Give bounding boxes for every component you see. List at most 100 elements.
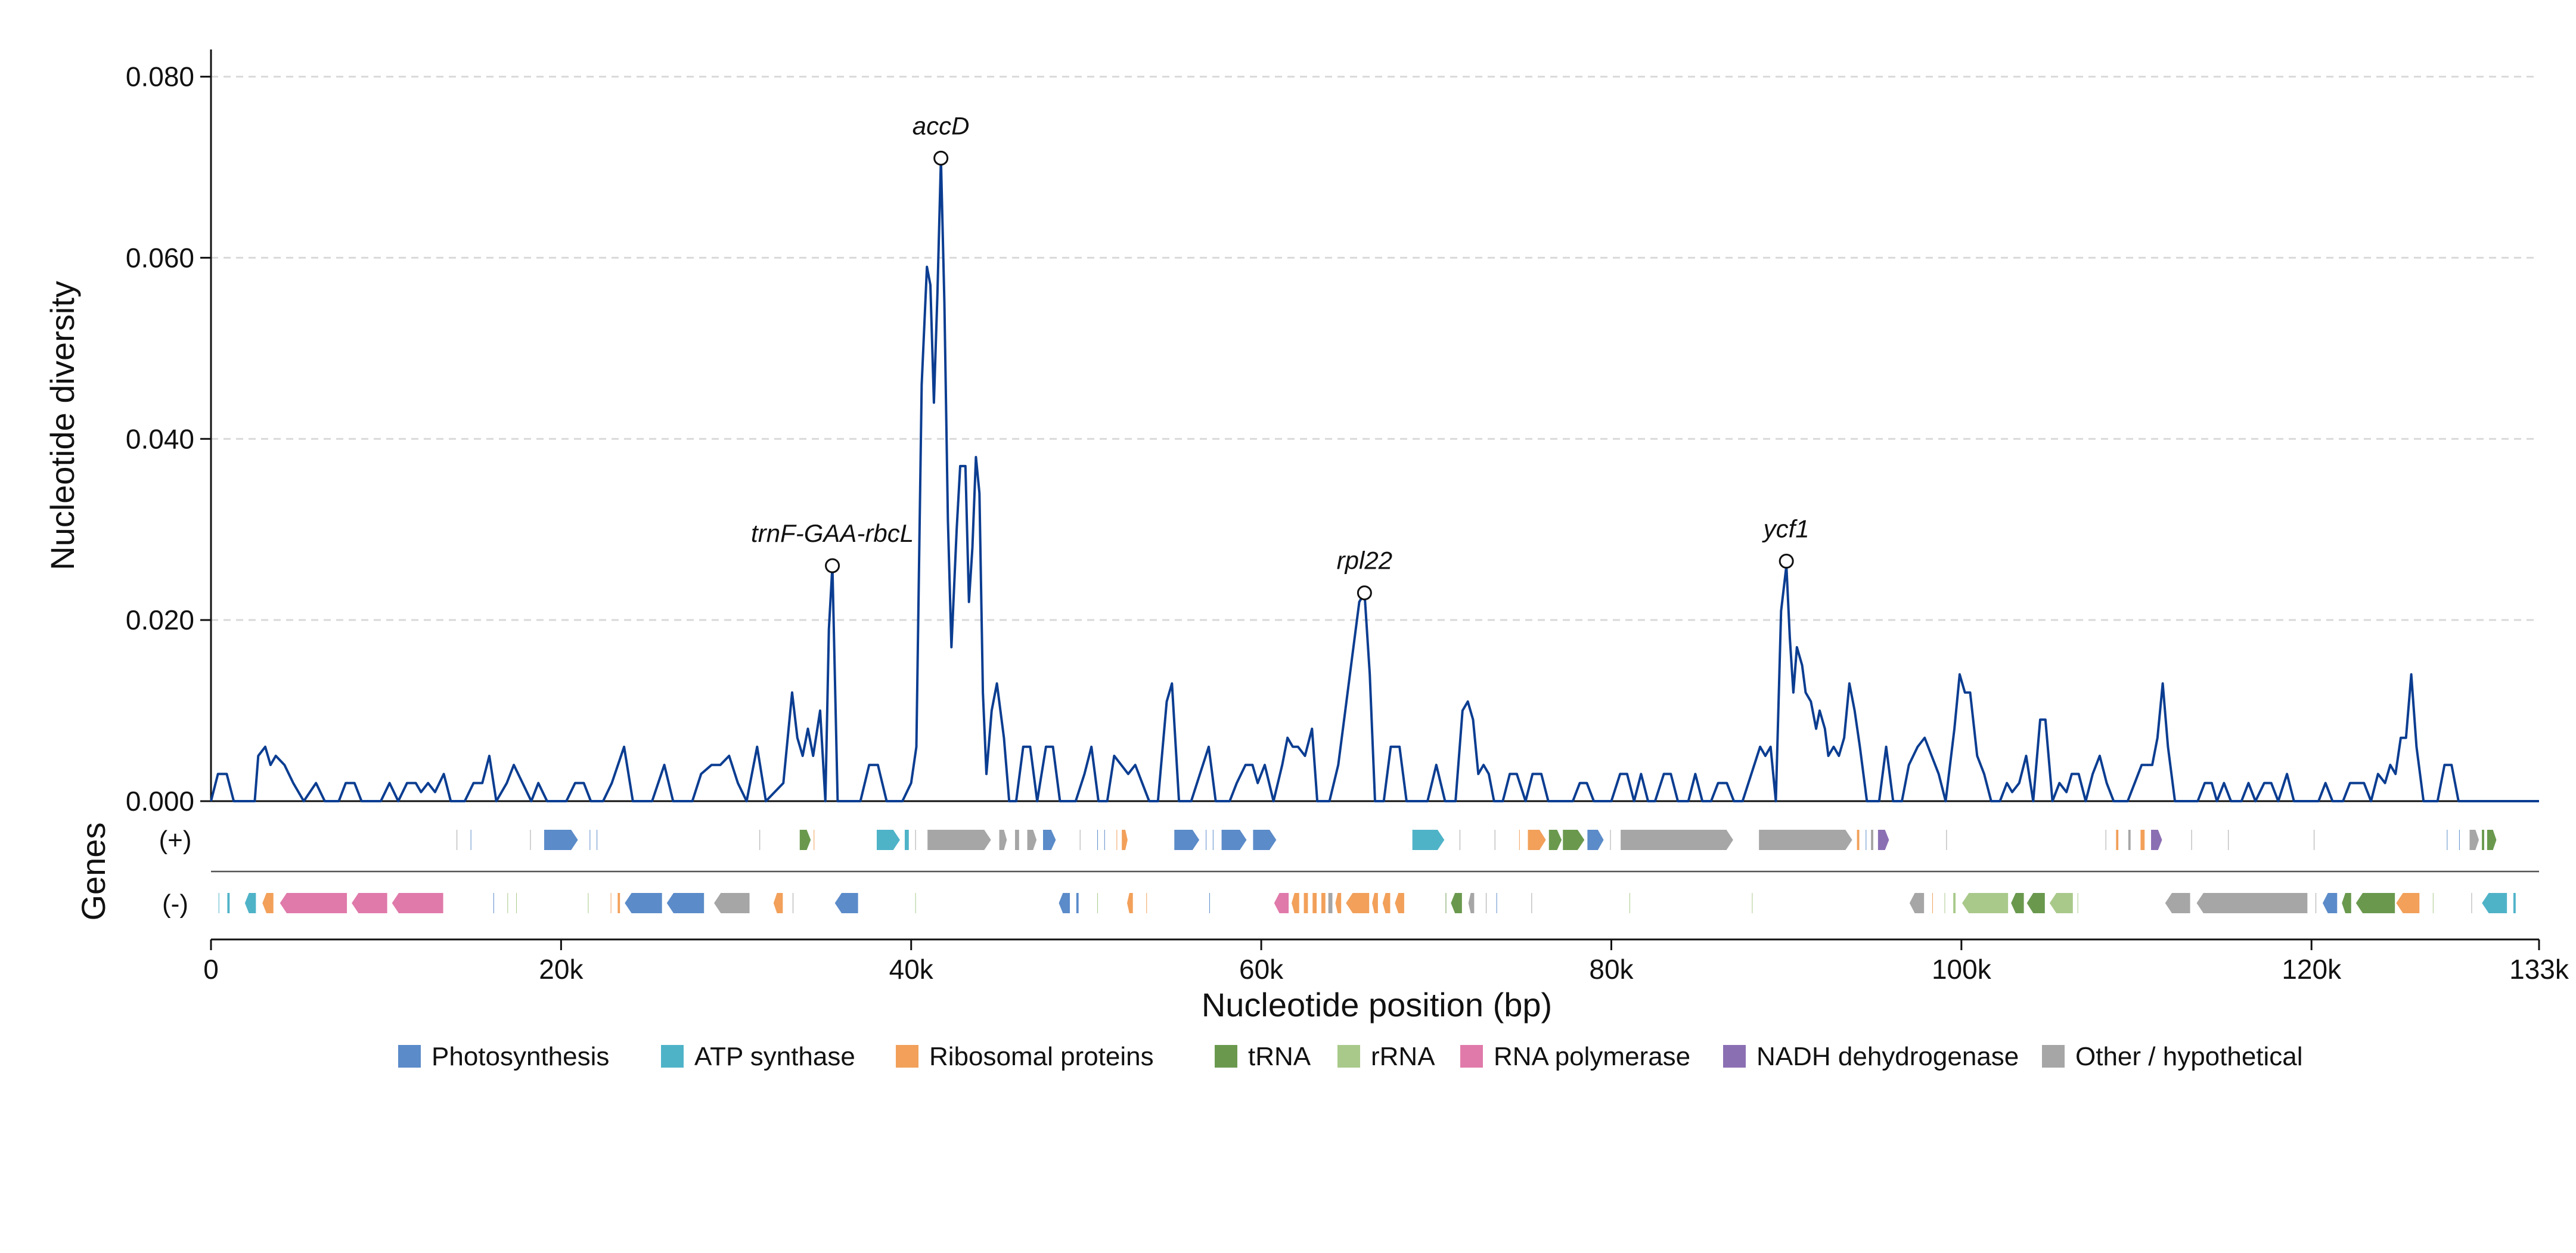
peak-label: rpl22: [1337, 547, 1392, 575]
gene-other: [998, 829, 1008, 851]
gene-ribosomal: [1371, 892, 1379, 914]
gene-rrna: [1943, 892, 1947, 914]
x-tick-label: 60k: [1239, 954, 1284, 985]
gene-other: [712, 892, 751, 914]
legend-swatch-other: [2042, 1045, 2065, 1068]
y-tick-label: 0.040: [126, 423, 194, 454]
y-tick-label: 0.060: [126, 242, 194, 273]
gene-rnapol: [278, 892, 349, 914]
gene-other: [1485, 892, 1488, 914]
gene-rrna: [2431, 892, 2435, 914]
gridlines: [211, 76, 2539, 621]
gene-atp: [1411, 829, 1446, 851]
legend-swatch-trna: [1215, 1045, 1237, 1068]
gene-atp: [243, 892, 257, 914]
gene-photosynthesis: [665, 892, 706, 914]
x-tick-label: 20k: [539, 954, 584, 985]
gene-other: [926, 829, 993, 851]
gene-photosynthesis: [833, 892, 859, 914]
gene-rrna: [1751, 892, 1754, 914]
y-tick-label: 0.080: [126, 61, 194, 92]
diversity-plot-area: [210, 157, 2539, 802]
gene-photosynthesis: [1208, 892, 1211, 914]
gene-photosynthesis: [595, 829, 599, 851]
gene-ribosomal: [2394, 892, 2421, 914]
gene-trna: [2485, 829, 2498, 851]
gene-rrna: [1952, 892, 1957, 914]
gene-other: [792, 892, 795, 914]
peak-marker: [1357, 585, 1372, 601]
gene-other: [1609, 829, 1612, 851]
gene-atp: [903, 829, 910, 851]
gene-atp: [2512, 892, 2517, 914]
gene-photosynthesis: [1211, 829, 1215, 851]
gene-trna: [1562, 829, 1586, 851]
gene-photosynthesis: [1173, 829, 1201, 851]
peak-label: trnF-GAA-rbcL: [751, 519, 914, 547]
gene-photosynthesis: [469, 829, 473, 851]
legend-label-rnapol: RNA polymerase: [1494, 1042, 1690, 1071]
gene-photosynthesis: [543, 829, 579, 851]
gene-other: [758, 829, 762, 851]
gene-photosynthesis: [1220, 829, 1248, 851]
legend-swatch-ndh: [1723, 1045, 1746, 1068]
diversity-line: [210, 157, 2539, 802]
gene-trna: [1547, 829, 1563, 851]
gene-rnapol: [350, 892, 389, 914]
gene-other: [2468, 829, 2481, 851]
x-tick-label: 40k: [889, 954, 934, 985]
gene-other: [1026, 829, 1038, 851]
gene-trna: [1444, 892, 1448, 914]
gene-ribosomal: [616, 892, 622, 914]
gene-rrna: [1096, 892, 1100, 914]
peak-marker: [933, 150, 949, 166]
legend-label-other: Other / hypothetical: [2075, 1042, 2303, 1071]
legend-label-photosynthesis: Photosynthesis: [432, 1042, 609, 1071]
gene-other: [1619, 829, 1735, 851]
plus-strand-label: (+): [159, 826, 192, 855]
gene-ribosomal: [1931, 892, 1934, 914]
gene-photosynthesis: [1205, 829, 1208, 851]
gene-other: [1870, 829, 1874, 851]
legend-swatch-rnapol: [1460, 1045, 1483, 1068]
legend-swatch-ribosomal: [896, 1045, 918, 1068]
peak-marker: [1779, 553, 1794, 569]
gene-other: [1945, 829, 1948, 851]
gene-track: [211, 829, 2539, 914]
gene-ribosomal: [1125, 892, 1134, 914]
gene-rrna: [2076, 892, 2080, 914]
gene-other: [1467, 892, 1476, 914]
peak-label: accD: [913, 111, 970, 139]
gene-other: [455, 829, 459, 851]
gene-ribosomal: [1302, 892, 1309, 914]
gene-atp: [226, 892, 231, 914]
x-tick-label: 120k: [2282, 954, 2342, 985]
gene-ribosomal: [1290, 892, 1301, 914]
gene-other: [1758, 829, 1854, 851]
gene-photosynthesis: [2321, 892, 2339, 914]
gene-trna: [2009, 892, 2025, 914]
gene-other: [2313, 829, 2316, 851]
peak-annotations: trnF-GAA-rbcL accD rpl22 ycf1: [751, 111, 1810, 601]
y-axis: 0.000 0.020 0.040 0.060 0.080: [126, 49, 2539, 817]
gene-photosynthesis: [492, 892, 495, 914]
peak-label: ycf1: [1762, 514, 1810, 542]
genes-axis-title: Genes: [75, 823, 112, 921]
gene-atp: [2480, 892, 2509, 914]
gene-ribosomal: [1393, 892, 1405, 914]
gene-photosynthesis: [1252, 829, 1278, 851]
legend-label-atp: ATP synthase: [694, 1042, 855, 1071]
gene-rrna: [1960, 892, 2010, 914]
peak-marker: [825, 558, 840, 573]
gene-photosynthesis: [1495, 892, 1498, 914]
gene-trna: [2481, 829, 2485, 851]
gene-trna: [1450, 892, 1463, 914]
gene-rrna: [586, 892, 590, 914]
gene-photosynthesis: [1075, 892, 1080, 914]
gene-other: [1327, 892, 1334, 914]
gene-atp: [876, 829, 902, 851]
gene-ribosomal: [1344, 892, 1371, 914]
gene-other: [2104, 829, 2108, 851]
gene-ndh: [2150, 829, 2164, 851]
gene-rnapol: [1273, 892, 1290, 914]
